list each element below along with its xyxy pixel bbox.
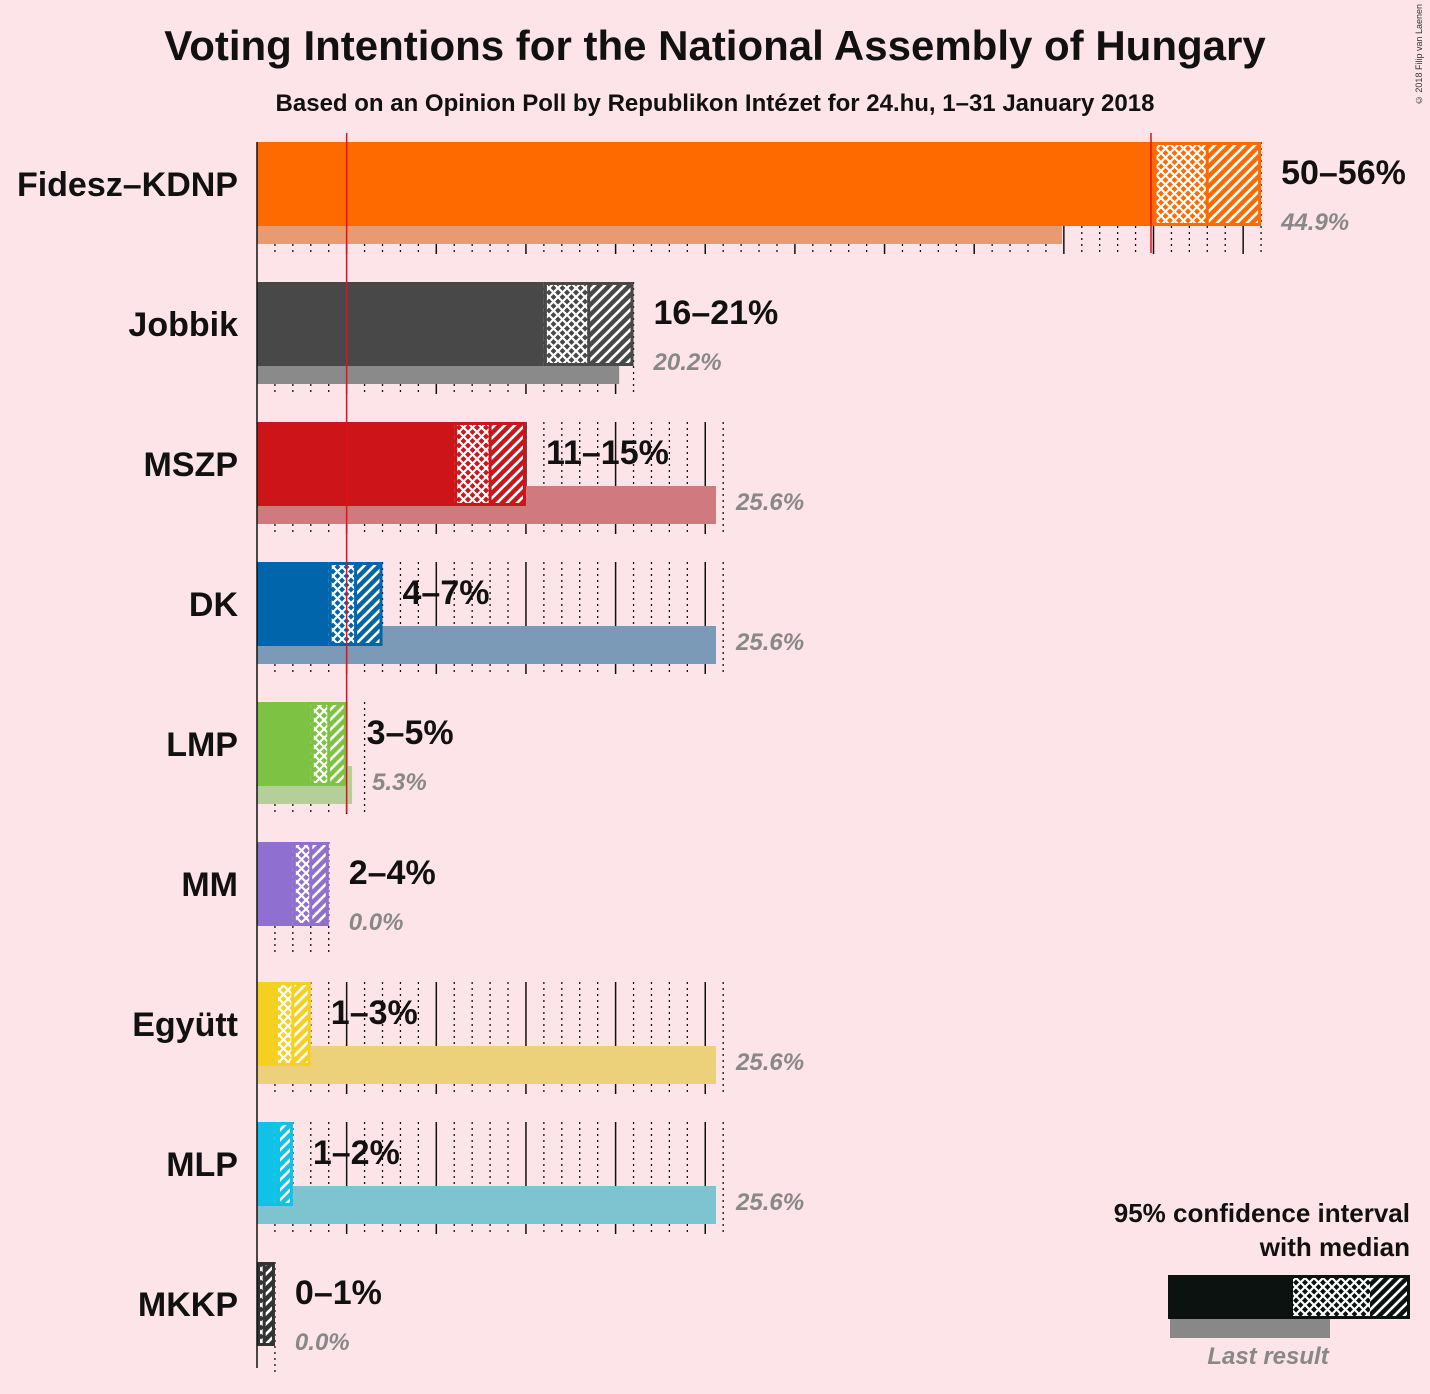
range-label: 1–3% xyxy=(331,994,418,1032)
ci-solid-bar xyxy=(257,1122,275,1206)
ci-solid-bar xyxy=(257,422,455,506)
party-label: MLP xyxy=(166,1146,238,1184)
ci-solid-bar xyxy=(257,982,275,1066)
legend: 95% confidence interval with median Last r… xyxy=(1114,1198,1410,1370)
ci-solid-bar xyxy=(257,282,544,366)
range-label: 2–4% xyxy=(349,854,436,892)
last-result-label: 0.0% xyxy=(349,909,404,936)
ci-solid-bar xyxy=(257,142,1154,226)
ci-solid-bar xyxy=(257,702,311,786)
range-label: 3–5% xyxy=(367,714,454,752)
chart-title: Voting Intentions for the National Assem… xyxy=(164,22,1266,69)
last-result-label: 5.3% xyxy=(372,769,427,796)
legend-last-label: Last result xyxy=(1207,1343,1329,1370)
legend-hatch-swatch xyxy=(1370,1275,1410,1319)
party-label: Együtt xyxy=(132,1006,238,1044)
last-result-label: 25.6% xyxy=(735,489,804,516)
legend-line2: with median xyxy=(1259,1232,1410,1262)
last-result-label: 0.0% xyxy=(295,1329,350,1356)
legend-cross-swatch xyxy=(1290,1275,1370,1319)
party-label: MM xyxy=(181,866,238,904)
range-label: 11–15% xyxy=(546,434,669,472)
last-result-label: 25.6% xyxy=(735,1049,804,1076)
legend-line1: 95% confidence interval xyxy=(1114,1198,1410,1228)
range-label: 0–1% xyxy=(295,1274,382,1312)
last-result-bar xyxy=(257,1046,717,1084)
party-label: MKKP xyxy=(138,1286,238,1324)
chart-subtitle: Based on an Opinion Poll by Republikon I… xyxy=(275,90,1155,117)
range-label: 1–2% xyxy=(313,1134,400,1172)
last-result-label: 20.2% xyxy=(653,349,722,376)
range-label: 50–56% xyxy=(1281,154,1406,192)
last-result-label: 44.9% xyxy=(1280,209,1349,236)
ci-solid-bar xyxy=(257,842,293,926)
party-label: MSZP xyxy=(144,446,238,484)
party-label: LMP xyxy=(166,726,238,764)
last-result-bar xyxy=(257,1186,717,1224)
legend-last-swatch xyxy=(1170,1318,1330,1338)
legend-solid-swatch xyxy=(1168,1275,1290,1319)
party-label: Jobbik xyxy=(128,306,238,344)
last-result-label: 25.6% xyxy=(735,1189,804,1216)
party-label: Fidesz–KDNP xyxy=(17,166,238,204)
party-label: DK xyxy=(189,586,239,624)
last-result-label: 25.6% xyxy=(735,629,804,656)
ci-solid-bar xyxy=(257,562,329,646)
range-label: 16–21% xyxy=(654,294,779,332)
range-label: 4–7% xyxy=(403,574,490,612)
